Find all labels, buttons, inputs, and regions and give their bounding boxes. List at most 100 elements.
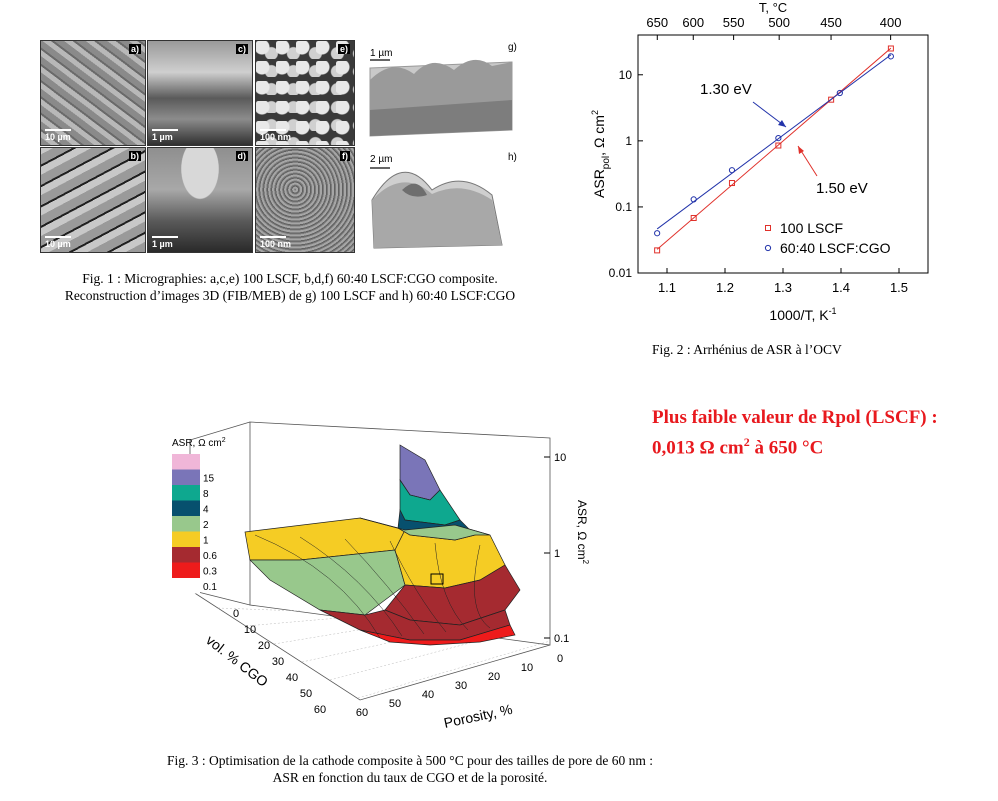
surface-band [359,624,516,646]
fig1-caption: Fig. 1 : Micrographies: a,c,e) 100 LSCF,… [20,270,560,304]
fig2-caption: Fig. 2 : Arrhénius de ASR à l’OCV [652,342,842,357]
top-tick-label: 450 [820,15,842,30]
surface-chart: ASR, Ω cm2 15 8 4 2 1 0.6 0.3 0.1 0.1 1 10 ASR, Ω cm… [172,421,590,731]
fig1-caption-line1: Fig. 1 : Micrographies: a,c,e) 100 LSCF,… [82,271,498,286]
data-point-composite [775,135,782,142]
porosity-tick-label: 20 [488,671,500,683]
cgo-tick-label: 60 [314,704,326,716]
micrograph-a: a) 10 µm [40,40,146,146]
legend-swatch [172,516,200,532]
panel-tag: f) [340,151,350,161]
y-axis-label: ASRpol, Ω cm2 [590,110,612,198]
legend-label: 4 [203,505,209,516]
surface-mesh-line [254,534,381,639]
surface-band [359,517,491,541]
legend-label: 1 [203,536,209,547]
surface-mesh-line [344,538,425,635]
arrhenius-chart: 1.1 1.2 1.3 1.4 1.5 0.01 0.1 1 10 650 600 550 500 450… [590,0,929,323]
porosity-tick-label: 10 [521,662,533,674]
scale-bar: 100 nm [260,236,291,249]
porosity-tick-label: 0 [557,653,563,665]
y-tick-label: 1 [625,134,632,148]
reconstruction-g: 1 µm g) [362,40,522,150]
y-tick-label: 0.1 [615,200,632,214]
data-point-lscf [654,247,661,254]
scale-bar: 1 µm [152,129,178,142]
data-point-lscf [690,214,697,221]
scale-bar: 2 µm [370,154,393,165]
fit-line-0 [656,47,892,250]
surface-mesh-line [474,544,491,629]
data-point-composite [836,89,843,97]
top-tick-label: 500 [768,15,790,30]
top-axis-label: T, °C [759,0,787,15]
reconstruction-h: 2 µm h) [362,150,522,260]
x-tick-label: 1.5 [890,280,908,295]
cgo-tick-label: 30 [272,656,284,668]
surface-mesh-line [389,540,447,633]
data-point-composite [690,196,697,203]
z-axis-label: ASR, Ω cm2 [575,500,590,565]
legend-swatch [172,547,200,563]
data-point-lscf [887,45,894,52]
legend-label: 0.3 [203,567,217,578]
x-axis-label: 1000/T, K-1 [769,306,836,323]
x-tick-label: 1.2 [716,280,734,295]
data-point-lscf [775,142,782,149]
floor-gridline [329,634,501,681]
micrograph-e: e) 100 nm [255,40,355,146]
data-point-lscf [728,180,735,187]
plot-frame [637,34,929,274]
micrograph-c: c) 1 µm [147,40,253,146]
scale-bar: 1 µm [370,48,393,59]
x-tick-label: 1.3 [774,280,792,295]
y-tick-label: 0.01 [609,266,633,280]
activation-energy-label: 1.50 eV [816,180,868,197]
highlight-line1: Plus faible valeur de Rpol (LSCF) : [652,407,938,428]
porosity-axis-label: Porosity, % [442,701,514,731]
legend-swatch [172,485,200,501]
legend-label: 60:40 LSCF:CGO [780,240,891,256]
porosity-tick-label: 30 [455,680,467,692]
z-tick-label: 0.1 [554,633,569,645]
legend-swatch [172,578,200,594]
floor-gridline [245,616,351,627]
legend-marker [765,225,771,231]
floor-gridline [217,607,301,612]
micrograph-b: b) 10 µm [40,147,146,253]
top-tick-label: 650 [646,15,668,30]
legend-marker [764,244,772,252]
top-tick-label: 400 [880,15,902,30]
x-tick-label: 1.4 [832,280,850,295]
floor-gridline [273,622,401,645]
scale-bar: 10 µm [45,236,71,249]
surface-mesh-line [434,542,469,631]
legend-swatch [172,562,200,578]
highlight-value: 0,013 Ω cm [652,437,744,459]
box-edge [189,589,551,701]
cgo-tick-label: 50 [300,688,312,700]
data-point-composite [654,230,661,237]
z-tick-label: 10 [554,452,566,464]
cgo-tick-label: 20 [258,640,270,652]
surface-band [249,549,406,616]
data-point-lscf [828,96,835,103]
micrograph-d: d) 1 µm [147,147,253,253]
legend-swatch [172,469,200,485]
reconstruction-h-image [370,167,503,249]
top-tick-label: 600 [682,15,704,30]
panel-tag: h) [508,152,517,163]
scale-bar: 10 µm [45,129,71,142]
fit-line-1 [656,54,892,230]
scale-bar: 1 µm [152,236,178,249]
fig1-caption-line2: Reconstruction d’images 3D (FIB/MEB) de … [64,288,516,303]
legend-label: 15 [203,474,215,485]
porosity-tick-label: 40 [422,689,434,701]
legend-label: 2 [203,520,209,531]
highlight-rest: à 650 °C [749,437,824,459]
optimum-marker [430,573,444,585]
annotation-arrowhead [798,146,804,154]
panel-tag: c) [235,44,248,54]
legend-swatch [172,500,200,516]
fig3-caption-line1: Fig. 3 : Optimisation de la cathode comp… [166,753,654,768]
